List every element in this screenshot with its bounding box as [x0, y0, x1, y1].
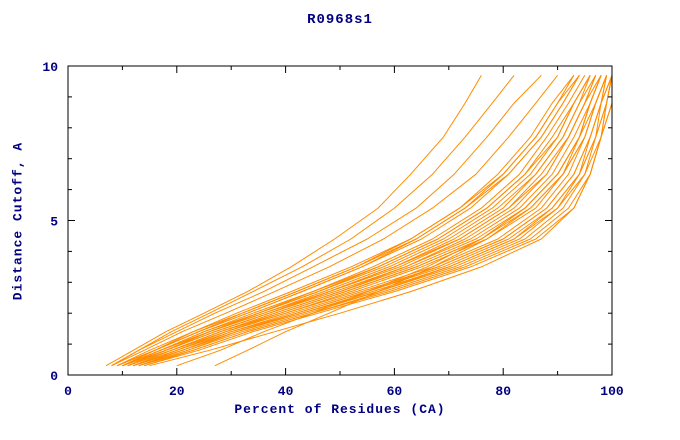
model-curve	[105, 75, 482, 367]
chart-title: R0968s1	[307, 12, 373, 28]
x-tick-label: 40	[278, 384, 294, 399]
x-tick-label: 20	[169, 384, 185, 399]
x-tick-label: 80	[495, 384, 511, 399]
model-curve	[122, 75, 591, 367]
model-curve	[111, 74, 558, 367]
model-curve	[138, 75, 613, 367]
model-curve	[138, 75, 608, 367]
model-curve	[122, 75, 591, 367]
x-tick-label: 100	[600, 384, 624, 399]
model-curve	[144, 75, 613, 367]
y-tick-label: 5	[50, 215, 58, 230]
model-curve	[122, 75, 591, 367]
x-axis-label: Percent of Residues (CA)	[234, 402, 446, 417]
model-curve	[127, 75, 602, 367]
model-curve	[111, 74, 515, 367]
model-curve	[149, 75, 613, 367]
y-tick-label: 0	[50, 369, 58, 384]
x-tick-label: 0	[64, 384, 72, 399]
model-curve	[127, 75, 597, 367]
model-curve	[116, 74, 580, 367]
model-curve	[176, 75, 602, 367]
model-curve	[214, 75, 608, 367]
x-tick-label: 60	[387, 384, 403, 399]
axis-frame	[67, 65, 613, 376]
y-tick-label: 10	[42, 60, 58, 75]
y-axis-label: Distance Cutoff, A	[10, 141, 26, 301]
model-curve	[111, 74, 542, 367]
